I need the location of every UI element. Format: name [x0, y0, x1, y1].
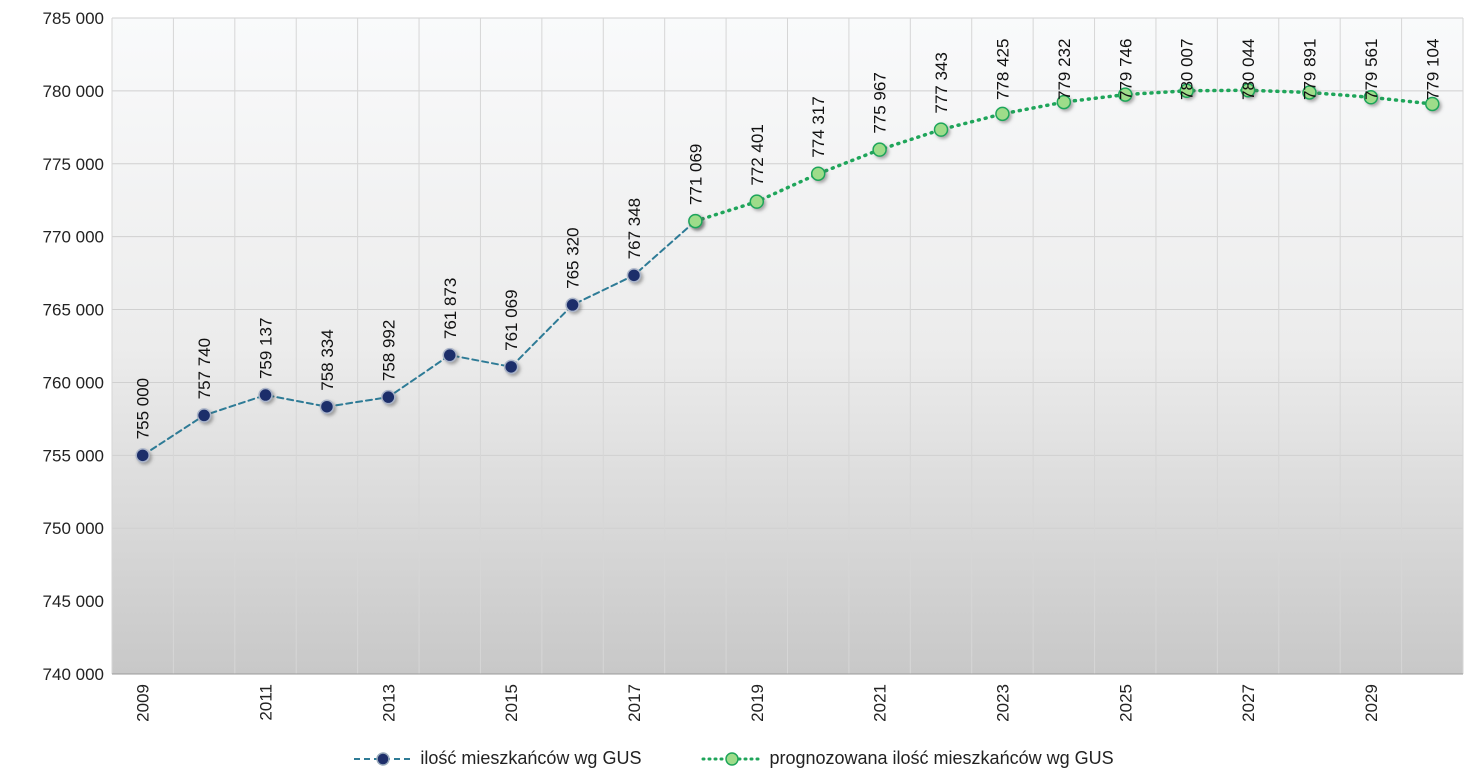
- data-label: 771 069: [686, 144, 705, 205]
- data-label: 779 104: [1423, 39, 1442, 100]
- forecast-point: [1179, 83, 1194, 99]
- data-label: 779 891: [1300, 39, 1319, 100]
- forecast-point: [749, 194, 765, 209]
- forecast-point: [1240, 82, 1256, 98]
- forecast-point: [1363, 90, 1379, 105]
- historical-point: [381, 389, 396, 405]
- x-axis: 2009 2011 2013 2015 2017 2019 2021 2023 2025 2027…: [134, 684, 1381, 722]
- data-label: 755 000: [134, 378, 153, 439]
- x-tick-label: 2029: [1362, 684, 1381, 722]
- series-markers: [135, 82, 1440, 463]
- y-tick-label: 745 000: [43, 592, 104, 611]
- data-label: 779 561: [1362, 39, 1381, 100]
- y-tick-label: 750 000: [43, 519, 104, 538]
- forecast-point: [933, 122, 949, 137]
- legend-item-forecast: prognozowana ilość mieszkańców wg GUS: [701, 748, 1114, 769]
- legend-label-historical: ilość mieszkańców wg GUS: [420, 748, 642, 768]
- historical-point: [196, 408, 212, 423]
- forecast-point: [688, 213, 703, 229]
- data-label: 774 317: [809, 96, 828, 157]
- data-labels: 755 000 757 740 759 137 758 334 758 992 761 8…: [134, 39, 1443, 440]
- y-tick-label: 785 000: [43, 9, 104, 28]
- data-label: 779 232: [1055, 39, 1074, 100]
- x-tick-label: 2025: [1116, 684, 1135, 722]
- x-tick-label: 2023: [993, 684, 1012, 722]
- x-tick-label: 2015: [502, 684, 521, 722]
- data-label: 765 320: [564, 227, 583, 288]
- y-axis: 740 000 745 000 750 000 755 000 760 000 765 0…: [43, 9, 104, 684]
- data-label: 759 137: [257, 318, 276, 379]
- y-tick-label: 775 000: [43, 155, 104, 174]
- forecast-point: [872, 142, 887, 157]
- forecast-point: [1302, 85, 1317, 100]
- data-label: 757 740: [195, 338, 214, 399]
- data-label: 761 873: [441, 278, 460, 339]
- y-tick-label: 780 000: [43, 82, 104, 101]
- historical-point: [319, 399, 335, 414]
- forecast-point: [995, 106, 1010, 122]
- forecast-point: [810, 166, 826, 181]
- forecast-point: [1056, 94, 1072, 110]
- x-tick-label: 2027: [1239, 684, 1258, 722]
- data-label: 778 425: [993, 39, 1012, 100]
- data-label: 767 348: [625, 198, 644, 259]
- data-label: 758 334: [318, 329, 337, 390]
- y-tick-label: 755 000: [43, 446, 104, 465]
- historical-point: [626, 268, 642, 283]
- legend-label-forecast: prognozowana ilość mieszkańców wg GUS: [769, 748, 1114, 768]
- x-tick-label: 2009: [134, 684, 153, 722]
- y-tick-label: 765 000: [43, 301, 104, 320]
- x-tick-label: 2011: [257, 684, 276, 721]
- data-label: 779 746: [1116, 39, 1135, 100]
- y-tick-label: 740 000: [43, 665, 104, 684]
- x-tick-label: 2021: [871, 684, 890, 722]
- historical-series-line: [141, 220, 697, 457]
- y-tick-label: 770 000: [43, 228, 104, 247]
- data-label: 780 044: [1239, 39, 1258, 100]
- historical-point: [135, 448, 150, 463]
- historical-point: [442, 347, 457, 363]
- gridlines: [111, 17, 1464, 675]
- historical-point: [503, 359, 519, 375]
- x-tick-label: 2013: [379, 684, 398, 722]
- data-label: 780 007: [1178, 39, 1197, 100]
- historical-point: [565, 297, 580, 313]
- forecast-point: [1118, 87, 1133, 102]
- y-tick-label: 760 000: [43, 373, 104, 392]
- data-label: 775 967: [871, 72, 890, 133]
- data-label: 758 992: [379, 320, 398, 381]
- x-tick-label: 2019: [748, 684, 767, 722]
- historical-point: [258, 387, 273, 403]
- data-label: 777 343: [932, 52, 951, 113]
- x-tick-label: 2017: [625, 684, 644, 722]
- data-label: 772 401: [748, 124, 767, 185]
- legend-swatch-forecast: [701, 751, 763, 766]
- legend-swatch-historical: [354, 751, 413, 766]
- data-label: 761 069: [502, 289, 521, 350]
- forecast-point: [1425, 96, 1440, 112]
- legend-item-historical: ilość mieszkańców wg GUS: [352, 748, 641, 769]
- legend: ilość mieszkańców wg GUS prognozowana il…: [0, 748, 1466, 769]
